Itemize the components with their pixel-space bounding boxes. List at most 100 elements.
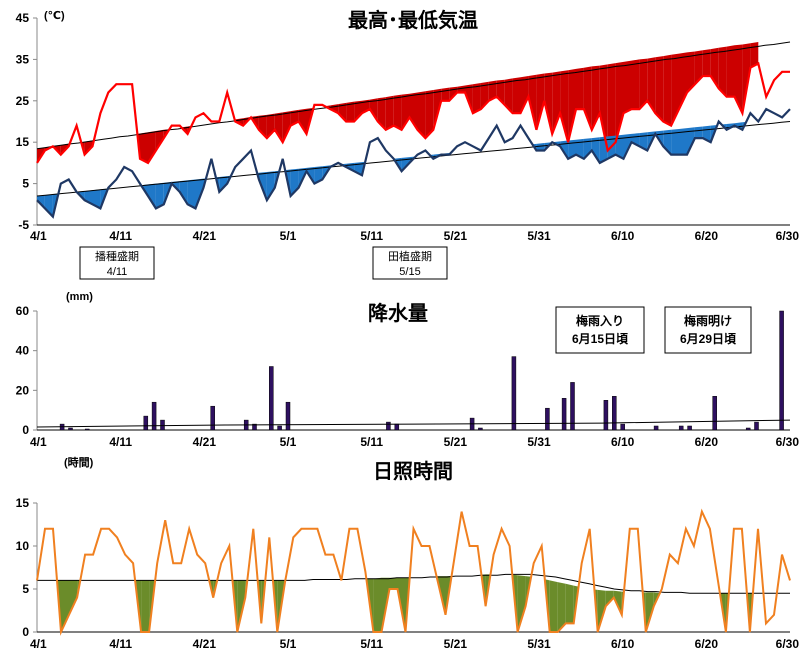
x-tick-label: 6/30 — [776, 637, 800, 651]
max-temp-below-normal-fill — [734, 44, 743, 114]
max-temp-below-normal-fill — [631, 59, 640, 110]
min-temp-below-normal-fill — [671, 129, 679, 155]
rainy-end-box — [664, 306, 752, 354]
min-temp-below-normal-fill — [314, 166, 323, 184]
sunshine-deficit-area — [373, 577, 382, 632]
precip-bar — [252, 423, 257, 431]
sunshine-y-ticks: 0 5 10 15 — [16, 496, 37, 639]
precip-bar — [712, 396, 717, 431]
precip-bar — [745, 427, 751, 431]
max-temp-below-normal-fill — [377, 97, 386, 130]
max-temp-below-normal-fill — [718, 46, 727, 97]
max-temp-below-normal-fill — [615, 61, 624, 143]
max-temp-below-normal-fill — [623, 60, 632, 114]
normal-max-line — [36, 41, 791, 150]
y-tick-label: 25 — [16, 94, 30, 108]
min-temp-below-normal-fill — [536, 143, 545, 151]
y-tick-label: 45 — [16, 11, 30, 25]
sunshine-deficit-area — [605, 590, 614, 607]
x-tick-label: 5/21 — [444, 229, 468, 243]
x-tick-label: 6/10 — [611, 637, 635, 651]
temperature-lines — [36, 41, 791, 219]
rainy-start-label: 梅雨入り — [576, 313, 624, 328]
max-temp-below-normal-fill — [647, 57, 656, 114]
x-tick-label: 4/11 — [109, 637, 132, 651]
max-temp-below-normal-fill — [694, 50, 703, 85]
x-tick-label: 6/20 — [695, 229, 719, 243]
x-tick-label: 4/1 — [30, 435, 47, 449]
sowing-date: 4/11 — [107, 266, 128, 278]
precip-bar — [603, 400, 609, 431]
planting-box — [372, 246, 448, 280]
x-tick-label: 4/21 — [193, 435, 217, 449]
max-temp-below-normal-fill — [544, 72, 553, 134]
sowing-label: 播種盛期 — [95, 249, 139, 263]
x-tick-label: 4/11 — [109, 435, 132, 449]
y-tick-label: 0 — [22, 423, 29, 437]
sunshine-deficit-area — [645, 592, 654, 632]
rainy-start-date: 6月15日頃 — [572, 332, 629, 346]
y-tick-label: 35 — [16, 52, 30, 66]
precip-normal-line — [36, 419, 791, 428]
rainy-end-label: 梅雨明け — [684, 313, 732, 328]
max-temp-below-normal-fill — [687, 51, 695, 93]
precip-bar — [653, 425, 659, 431]
precip-bar — [754, 421, 759, 431]
min-temp-line — [36, 107, 791, 219]
sunshine-x-ticks: 4/1 4/11 4/21 5/1 5/11 5/21 5/31 6/10 6/20 6/30 — [30, 637, 799, 651]
max-temp-below-normal-fill — [599, 64, 608, 151]
x-tick-label: 4/1 — [30, 229, 47, 243]
max-temp-below-normal-fill — [417, 91, 426, 139]
max-temp-below-normal-fill — [607, 63, 616, 151]
min-temp-below-normal-fill — [44, 194, 53, 217]
max-temp-below-normal-fill — [441, 87, 450, 101]
precip-bar — [545, 407, 550, 431]
x-tick-label: 6/30 — [776, 435, 800, 449]
x-tick-label: 5/11 — [360, 637, 383, 651]
precip-bar — [511, 356, 517, 431]
precipitation-x-ticks: 4/1 4/11 4/21 5/1 5/11 5/21 5/31 6/10 6/20 6/30 — [30, 435, 799, 449]
precip-bar — [478, 427, 483, 431]
rainy-start-annotation: 梅雨入り 6月15日頃 — [555, 306, 645, 354]
sunshine-deficit-area — [565, 583, 574, 624]
y-tick-label: 5 — [22, 582, 29, 596]
min-temp-below-normal-fill — [187, 179, 196, 209]
x-tick-label: 5/31 — [527, 435, 551, 449]
x-tick-label: 4/1 — [30, 637, 47, 651]
max-temp-below-normal-fill — [346, 101, 355, 122]
min-temp-below-normal-fill — [591, 137, 600, 163]
temperature-y-ticks: -5 5 15 25 35 45 — [16, 11, 37, 232]
x-tick-label: 5/31 — [527, 637, 551, 651]
min-temp-below-normal-fill — [568, 139, 576, 159]
max-temp-below-normal-fill — [576, 67, 584, 110]
min-temp-below-normal-fill — [583, 138, 592, 159]
min-temp-below-normal-fill — [92, 189, 101, 209]
rainy-end-annotation: 梅雨明け 6月29日頃 — [664, 306, 752, 354]
max-temp-below-normal-fill — [560, 70, 569, 143]
x-tick-label: 5/1 — [280, 637, 297, 651]
x-tick-label: 5/1 — [280, 435, 297, 449]
min-temp-below-normal-fill — [179, 180, 188, 205]
max-temp-below-normal-fill — [282, 111, 291, 143]
min-temp-below-normal-fill — [663, 129, 672, 155]
max-temp-below-normal-fill — [655, 56, 664, 122]
precip-bar — [285, 401, 291, 431]
planting-date: 5/15 — [399, 266, 420, 278]
min-temp-below-normal-fill — [679, 128, 687, 155]
rainy-start-box — [555, 306, 645, 354]
max-temp-below-normal-fill — [425, 90, 434, 139]
x-tick-label: 6/10 — [611, 229, 635, 243]
x-tick-label: 4/21 — [193, 229, 217, 243]
max-temp-below-normal-fill — [663, 54, 672, 126]
max-temp-below-normal-fill — [155, 129, 164, 151]
precip-bar — [687, 425, 692, 431]
max-temp-below-normal-fill — [504, 78, 513, 114]
precip-bar — [561, 398, 567, 431]
sunshine-title: 日照時間 — [373, 459, 453, 483]
max-temp-below-normal-fill — [369, 98, 378, 122]
sunshine-deficit-area — [597, 589, 606, 632]
y-tick-label: -5 — [18, 218, 29, 232]
max-temp-below-normal-fill — [702, 49, 711, 76]
precip-bar — [160, 419, 165, 431]
